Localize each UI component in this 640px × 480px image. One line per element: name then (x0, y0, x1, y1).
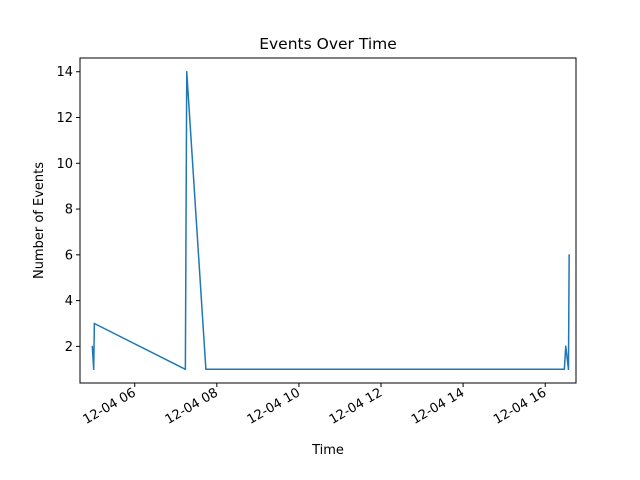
series-line (91, 70, 570, 371)
data-point (568, 254, 570, 256)
chart-title: Events Over Time (259, 35, 397, 53)
y-tick-label: 8 (65, 203, 73, 218)
y-axis: 2 4 6 8 10 12 14 (56, 65, 80, 355)
y-tick-label: 6 (65, 248, 73, 263)
y-axis-label: Number of Events (32, 162, 47, 279)
y-tick-label: 4 (65, 294, 73, 309)
data-point (93, 322, 96, 325)
data-point (185, 70, 188, 73)
y-tick-label: 14 (56, 65, 73, 80)
data-point (564, 345, 567, 348)
x-axis-label: Time (311, 443, 344, 458)
plot-frame (79, 57, 577, 384)
y-tick-label: 10 (56, 157, 73, 172)
data-point (91, 345, 94, 348)
plot-area (91, 70, 570, 371)
y-tick-label: 2 (65, 340, 73, 355)
data-point (184, 368, 187, 371)
data-point (563, 368, 566, 371)
y-tick-label: 12 (56, 111, 73, 126)
data-point (92, 368, 95, 371)
data-point (205, 368, 207, 371)
data-point (567, 368, 570, 371)
